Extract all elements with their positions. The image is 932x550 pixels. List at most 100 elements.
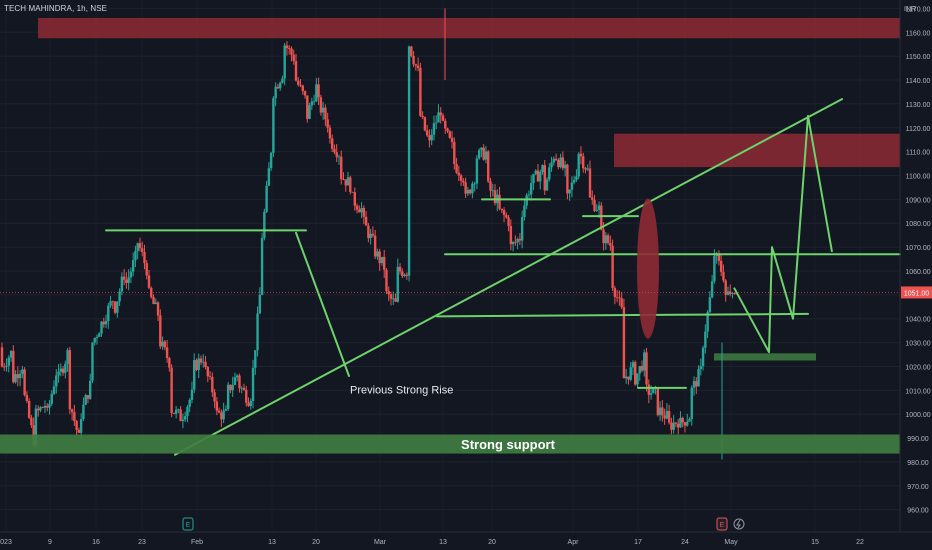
candle-body <box>688 419 691 422</box>
candle-body <box>208 376 212 378</box>
candle-body <box>315 84 318 102</box>
candle-body <box>18 373 22 379</box>
candle-body <box>593 199 596 211</box>
candle-body <box>523 205 526 218</box>
candle-body <box>631 362 635 368</box>
y-tick-label: 1120.00 <box>906 126 931 133</box>
candle-body <box>118 291 121 302</box>
candle-body <box>98 333 101 337</box>
candle-body <box>584 168 587 170</box>
candle-body <box>330 138 334 149</box>
candle-body <box>378 251 381 264</box>
candle-body <box>82 404 85 420</box>
y-tick-label: 1000.00 <box>905 412 930 419</box>
candle-body <box>310 101 314 106</box>
x-tick-label: Mar <box>374 539 387 546</box>
candle-body <box>127 277 130 283</box>
candle-body <box>113 301 117 313</box>
annotation-text: Previous Strong Rise <box>350 384 453 396</box>
candle-body <box>652 388 655 394</box>
candle-body <box>550 162 553 168</box>
candle-body <box>435 122 438 124</box>
zone-green-3 <box>714 353 816 361</box>
candle-body <box>548 167 551 180</box>
candle-body <box>109 301 112 306</box>
candle-body <box>79 419 83 433</box>
candle-body <box>373 235 377 257</box>
candle-body <box>389 294 393 299</box>
y-tick-label: 990.00 <box>907 436 929 443</box>
candle-body <box>344 179 347 186</box>
candle-body <box>263 211 266 238</box>
candle-body <box>161 341 164 347</box>
candle-body <box>586 168 589 170</box>
candle-body <box>430 134 433 141</box>
candle-body <box>226 384 230 409</box>
candle-body <box>618 297 621 299</box>
candle-body <box>61 368 65 373</box>
candle-body <box>199 358 203 363</box>
candle-body <box>206 367 209 377</box>
candle-body <box>575 176 578 181</box>
candle-body <box>459 175 463 181</box>
candle-body <box>640 366 644 371</box>
candle-body <box>367 225 370 239</box>
earnings-marker: E <box>182 517 194 531</box>
x-tick-label: May <box>724 539 738 546</box>
candle-body <box>48 403 51 408</box>
candle-body <box>383 256 386 270</box>
y-tick-label: 980.00 <box>907 460 929 467</box>
candle-body <box>464 182 467 194</box>
candle-body <box>468 189 472 194</box>
trendline-rising <box>174 98 843 456</box>
candle-body <box>733 293 736 295</box>
candle-body <box>23 369 26 396</box>
candle-body <box>482 147 485 160</box>
candle-body <box>645 352 648 385</box>
candle-body <box>152 297 155 304</box>
candle-body <box>9 350 13 358</box>
candle-body <box>622 307 626 379</box>
candle-body <box>236 375 239 378</box>
candle-body <box>491 190 494 192</box>
candle-body <box>446 128 449 132</box>
candle-body <box>410 46 413 56</box>
currency-label: INR <box>904 6 916 13</box>
candle-body <box>136 243 139 252</box>
candle-body <box>708 297 712 313</box>
candle-body <box>695 381 698 387</box>
candle-body <box>398 266 402 272</box>
candle-body <box>238 375 241 389</box>
candle-body <box>414 64 418 66</box>
candle-body <box>677 423 680 428</box>
candle-body <box>321 107 325 113</box>
y-tick-label: 1080.00 <box>905 221 930 228</box>
x-tick-label: 023 <box>0 539 12 546</box>
candle-body <box>258 294 262 314</box>
candle-body <box>70 409 74 413</box>
candle-body <box>543 165 546 191</box>
candle-body <box>412 55 415 65</box>
candle-body <box>577 153 580 177</box>
candle-body <box>285 45 289 49</box>
candle-body <box>425 130 429 136</box>
candle-body <box>163 341 167 348</box>
candle-body <box>125 279 128 283</box>
candle-body <box>269 152 273 169</box>
candle-body <box>724 280 727 295</box>
y-tick-label: 1110.00 <box>906 150 930 157</box>
candle-body <box>405 274 409 276</box>
candle-body <box>579 153 583 157</box>
y-tick-label: 1150.00 <box>906 54 931 61</box>
candle-body <box>156 302 160 316</box>
symbol-header[interactable]: TECH MAHINDRA, 1h, NSE <box>4 4 107 13</box>
candle-body <box>116 301 119 313</box>
candle-body <box>52 386 56 394</box>
candle-body <box>371 233 375 236</box>
price-axis[interactable]: 960.00 970.00 980.00 990.00 1000.00 1010.00 10… <box>899 0 932 532</box>
candle-body <box>0 347 4 367</box>
time-axis[interactable]: 023 9 16 23 Feb 13 20 Mar 13 20 Apr 17 24 May 15 22 <box>0 531 932 546</box>
candle-body <box>91 342 94 381</box>
